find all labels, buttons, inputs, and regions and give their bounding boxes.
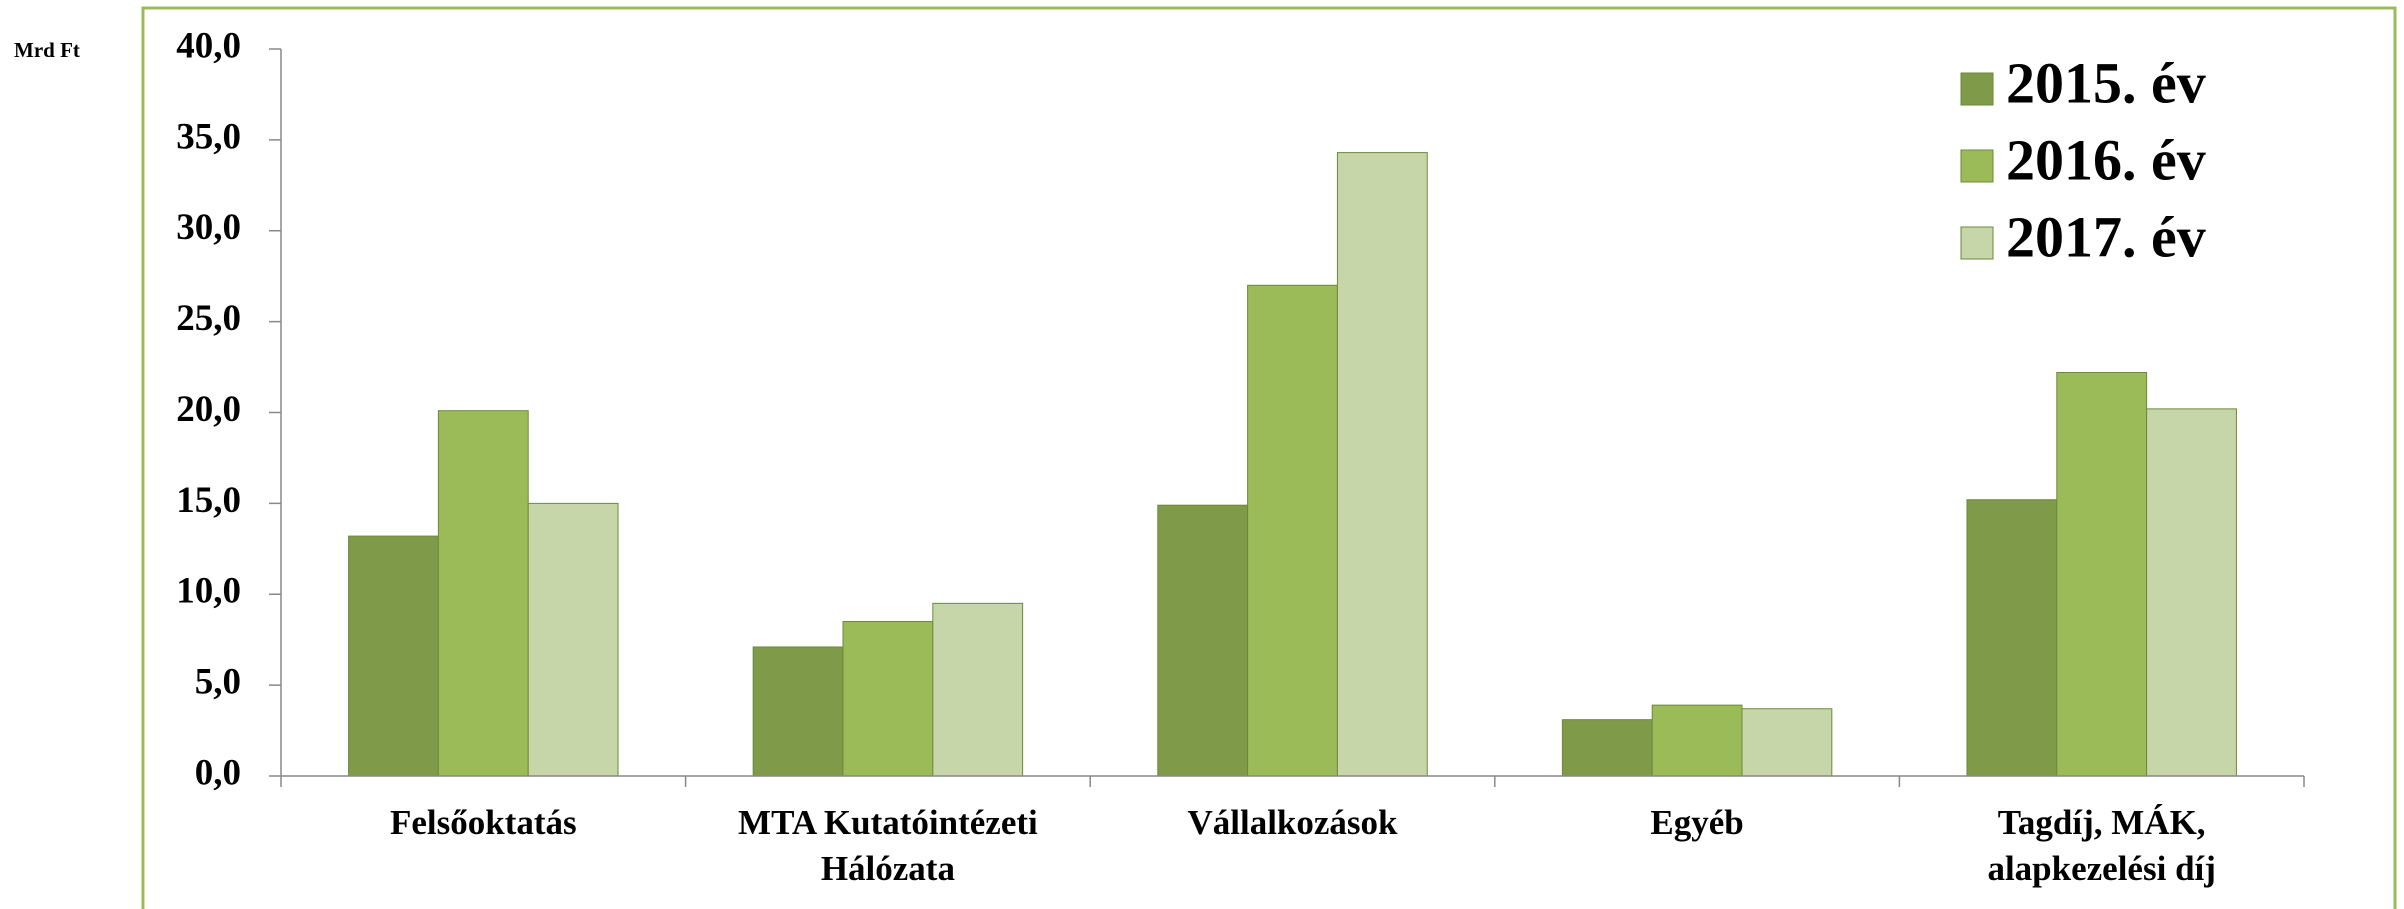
frame bbox=[141, 6, 2397, 909]
bar bbox=[348, 535, 439, 777]
x-tick-label: Vállalkozások bbox=[1187, 803, 1398, 842]
y-tick-label: 40,0 bbox=[176, 25, 241, 66]
y-tick-label: 20,0 bbox=[176, 389, 241, 430]
x-tick-label: Tagdíj, MÁK, alapkezelési díj bbox=[1987, 803, 2216, 888]
y-tick-label: 30,0 bbox=[176, 207, 241, 248]
legend-label: 2017. év bbox=[2006, 204, 2206, 269]
bar bbox=[1336, 152, 1428, 777]
x-tick-label: Egyéb bbox=[1650, 803, 1744, 842]
legend-swatch bbox=[1960, 72, 1994, 106]
bar bbox=[1966, 499, 2058, 777]
bar bbox=[1741, 708, 1833, 777]
legend-label: 2015. év bbox=[2006, 50, 2206, 115]
y-tick-label: 5,0 bbox=[195, 662, 241, 703]
x-tick-label: Felsőoktatás bbox=[389, 803, 577, 842]
bar bbox=[842, 621, 934, 777]
y-tick-label: 15,0 bbox=[176, 480, 241, 521]
legend-swatch bbox=[1960, 226, 1994, 260]
x-tick-label: MTA Kutatóintézeti Hálózata bbox=[738, 803, 1038, 888]
bar bbox=[932, 602, 1024, 777]
y-tick-label: 35,0 bbox=[176, 116, 241, 157]
bar bbox=[1157, 504, 1249, 777]
bar bbox=[437, 410, 529, 777]
y-tick-label: 10,0 bbox=[176, 571, 241, 612]
y-tick-label: 25,0 bbox=[176, 298, 241, 339]
bar bbox=[1651, 704, 1743, 777]
bar bbox=[1561, 719, 1653, 777]
y-tick-label: 0,0 bbox=[195, 752, 241, 793]
bar bbox=[752, 646, 844, 777]
bar bbox=[2146, 408, 2237, 777]
y-axis-label: Mrd Ft bbox=[14, 38, 80, 62]
bar bbox=[2056, 372, 2148, 777]
legend-label: 2016. év bbox=[2006, 127, 2206, 192]
bar bbox=[527, 502, 619, 777]
legend-swatch bbox=[1960, 149, 1994, 183]
bar bbox=[1247, 284, 1338, 777]
